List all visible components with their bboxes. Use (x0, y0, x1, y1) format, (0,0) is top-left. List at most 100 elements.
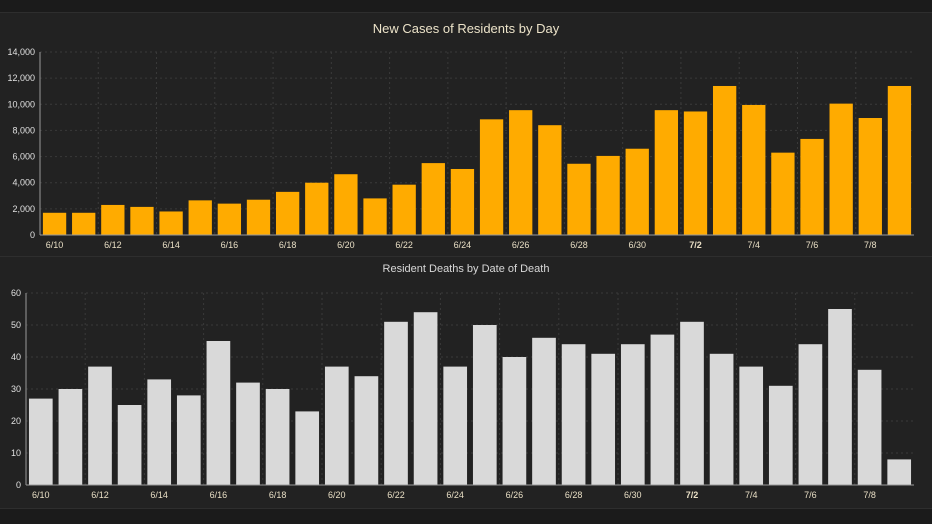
cases-chart-panel: New Cases of Residents by Day 0 2,000 4,00… (0, 12, 932, 257)
cases-y-tick-label: 10,000 (7, 99, 35, 109)
deaths-bar[interactable] (680, 321, 704, 485)
deaths-bar[interactable] (857, 369, 882, 485)
deaths-bar[interactable] (591, 353, 616, 485)
deaths-x-tick-label: 7/2 (686, 490, 699, 500)
deaths-x-tick-label: 6/20 (328, 490, 346, 500)
cases-x-tick-label: 6/22 (395, 240, 413, 250)
deaths-bar[interactable] (798, 344, 823, 485)
deaths-chart-title: Resident Deaths by Date of Death (382, 263, 550, 275)
cases-x-tick-label: 6/14 (162, 240, 180, 250)
deaths-bar[interactable] (117, 405, 142, 485)
cases-x-tick-label: 6/10 (46, 240, 64, 250)
deaths-bar[interactable] (472, 325, 497, 485)
cases-x-tick-label: 7/2 (689, 240, 702, 250)
cases-bar[interactable] (829, 103, 853, 235)
cases-bar[interactable] (712, 85, 737, 235)
deaths-bar[interactable] (295, 411, 320, 485)
cases-x-tick-label: 6/26 (512, 240, 530, 250)
cases-bar[interactable] (421, 163, 445, 235)
cases-bar[interactable] (159, 211, 183, 235)
deaths-x-tick-label: 7/6 (804, 490, 817, 500)
deaths-bar[interactable] (709, 353, 734, 485)
deaths-bar[interactable] (561, 344, 586, 485)
deaths-bar[interactable] (354, 376, 379, 485)
cases-bar[interactable] (392, 184, 416, 235)
cases-x-tick-label: 6/20 (337, 240, 355, 250)
deaths-x-tick-label: 6/14 (150, 490, 168, 500)
cases-bar[interactable] (246, 199, 271, 235)
cases-bar[interactable] (217, 203, 242, 235)
deaths-bar[interactable] (413, 312, 438, 485)
deaths-x-tick-label: 6/26 (506, 490, 524, 500)
deaths-chart: 0 10 20 30 40 50 60 6/10 6/12 6/14 6/16 6/18 6/20 6/2… (11, 288, 914, 500)
deaths-bar[interactable] (58, 389, 83, 485)
cases-y-tick-label: 14,000 (7, 47, 35, 57)
cases-y-tick-label: 0 (30, 230, 35, 240)
deaths-y-tick-label: 40 (11, 352, 21, 362)
cases-bar[interactable] (683, 111, 708, 235)
cases-bar[interactable] (188, 200, 212, 235)
deaths-x-tick-label: 7/4 (745, 490, 758, 500)
deaths-x-tick-label: 6/22 (387, 490, 405, 500)
deaths-x-tick-label: 6/16 (210, 490, 228, 500)
cases-bar[interactable] (538, 125, 562, 235)
cases-bar[interactable] (771, 152, 795, 235)
deaths-bar[interactable] (324, 366, 349, 485)
cases-bar[interactable] (334, 174, 358, 235)
cases-x-tick-label: 6/28 (570, 240, 588, 250)
deaths-bar[interactable] (206, 341, 231, 485)
deaths-bar[interactable] (532, 337, 556, 485)
deaths-bar[interactable] (828, 309, 852, 485)
deaths-bar[interactable] (739, 366, 764, 485)
deaths-bar[interactable] (265, 389, 290, 485)
cases-bar[interactable] (130, 206, 154, 235)
deaths-bar[interactable] (176, 395, 201, 485)
cases-bar[interactable] (42, 212, 67, 235)
deaths-bar[interactable] (650, 334, 675, 485)
deaths-x-tick-label: 7/8 (863, 490, 876, 500)
cases-x-tick-label: 6/18 (279, 240, 297, 250)
cases-y-tick-label: 4,000 (12, 178, 35, 188)
cases-bar[interactable] (858, 118, 882, 235)
deaths-bar[interactable] (236, 382, 260, 485)
deaths-x-tick-label: 6/24 (446, 490, 464, 500)
cases-bar[interactable] (275, 191, 300, 235)
cases-bar[interactable] (509, 110, 533, 235)
deaths-bar[interactable] (88, 366, 112, 485)
deaths-bar[interactable] (768, 385, 793, 485)
deaths-bar[interactable] (887, 459, 912, 485)
cases-x-tick-label: 6/12 (104, 240, 122, 250)
cases-bar[interactable] (72, 212, 96, 235)
cases-bar[interactable] (450, 168, 475, 235)
deaths-bar[interactable] (147, 379, 172, 485)
cases-x-tick-label: 7/6 (806, 240, 819, 250)
deaths-y-tick-label: 20 (11, 416, 21, 426)
deaths-x-tick-label: 6/18 (269, 490, 287, 500)
cases-bar[interactable] (567, 163, 591, 235)
cases-bar[interactable] (363, 198, 387, 235)
deaths-bar[interactable] (443, 366, 468, 485)
cases-x-tick-label: 7/8 (864, 240, 877, 250)
cases-bar[interactable] (887, 85, 912, 235)
deaths-x-tick-label: 6/30 (624, 490, 642, 500)
cases-bar[interactable] (800, 138, 824, 235)
deaths-bar[interactable] (502, 357, 527, 485)
cases-bar[interactable] (479, 119, 504, 235)
deaths-bar[interactable] (28, 398, 53, 485)
deaths-bar[interactable] (384, 321, 408, 485)
cases-bar[interactable] (654, 110, 679, 235)
deaths-y-tick-label: 50 (11, 320, 21, 330)
cases-bar[interactable] (625, 148, 649, 235)
cases-bar[interactable] (101, 204, 125, 235)
cases-bar[interactable] (305, 182, 329, 235)
cases-chart-title: New Cases of Residents by Day (372, 21, 560, 36)
cases-bar[interactable] (596, 155, 620, 235)
cases-y-tick-label: 12,000 (7, 73, 35, 83)
cases-bar[interactable] (742, 104, 766, 235)
deaths-y-tick-label: 60 (11, 288, 21, 298)
deaths-bar[interactable] (620, 344, 645, 485)
cases-y-tick-label: 6,000 (12, 152, 35, 162)
cases-x-tick-label: 6/24 (454, 240, 472, 250)
cases-x-tick-label: 6/16 (221, 240, 239, 250)
deaths-y-tick-label: 30 (11, 384, 21, 394)
